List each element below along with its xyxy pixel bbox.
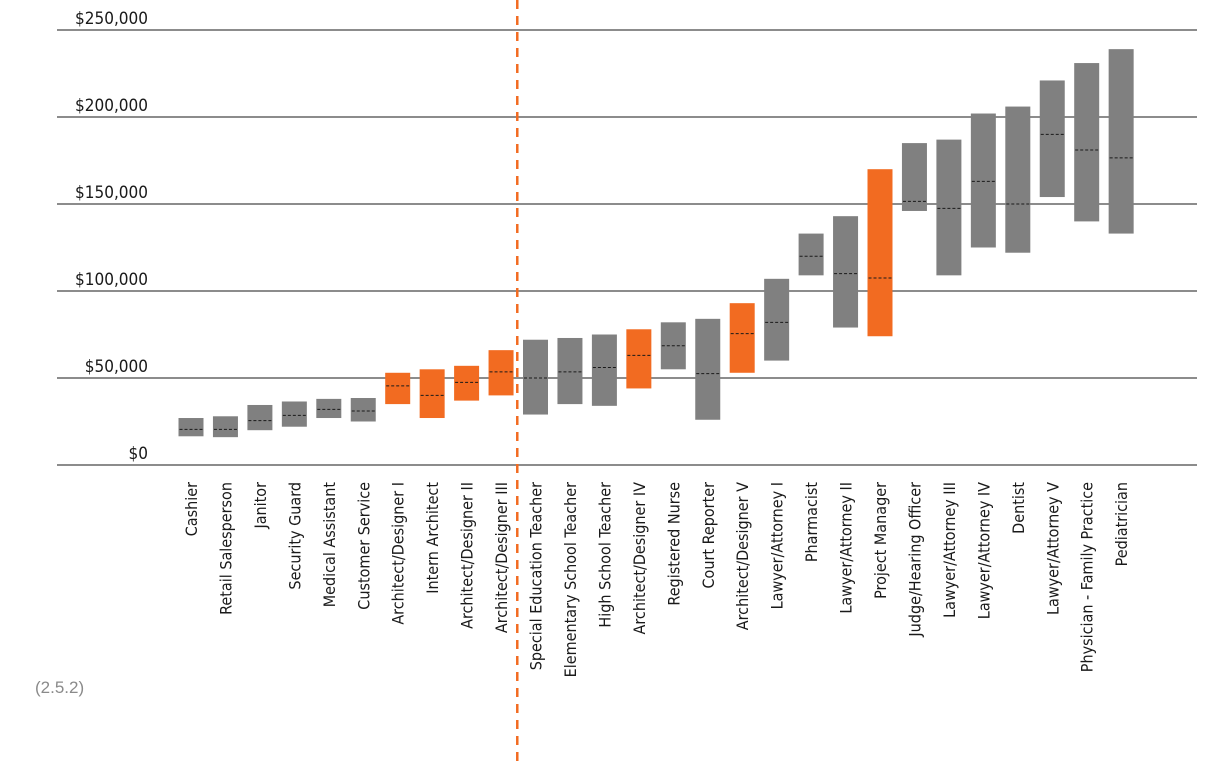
x-tick-label: Elementary School Teacher <box>561 482 580 677</box>
x-tick-label: Intern Architect <box>423 482 442 594</box>
x-tick-label: Dentist <box>1009 482 1028 534</box>
salary-range-bar <box>901 143 927 211</box>
x-tick-label: Registered Nurse <box>664 482 683 606</box>
salary-range-bar <box>557 337 583 405</box>
x-tick-label: Lawyer/Attorney I <box>768 482 787 609</box>
salary-range-bar <box>212 416 238 438</box>
salary-range-bar <box>1039 80 1065 198</box>
salary-range-bar <box>1108 49 1134 234</box>
salary-range-bar <box>591 334 617 406</box>
salary-range-bar <box>1074 63 1100 222</box>
x-tick-label: Pharmacist <box>802 482 821 563</box>
y-tick-label: $200,000 <box>75 96 148 116</box>
y-tick-label: $150,000 <box>75 183 148 203</box>
salary-range-bar <box>385 372 411 405</box>
x-tick-label: Architect/Designer IV <box>630 482 649 635</box>
salary-range-bar <box>523 339 548 415</box>
x-tick-label: Architect/Designer II <box>458 482 477 629</box>
x-tick-label: Pediatrician <box>1112 482 1131 566</box>
x-tick-label: Lawyer/Attorney V <box>1043 482 1062 615</box>
y-tick-label: $100,000 <box>75 270 148 290</box>
y-tick-label: $0 <box>129 444 148 464</box>
salary-range-bar <box>454 365 480 401</box>
x-tick-label: Lawyer/Attorney IV <box>974 482 993 619</box>
x-axis-tick-labels: Cashier Retail Salesperson Janitor Security… <box>182 482 1131 678</box>
y-tick-label: $50,000 <box>85 357 148 377</box>
y-axis-tick-labels: $0 $50,000 $100,000 $150,000 $200,000 $250,00… <box>75 9 148 464</box>
figure-reference: (2.5.2) <box>35 678 85 697</box>
salary-range-bar <box>936 139 962 276</box>
median-markers <box>179 133 1133 430</box>
salary-range-bar <box>281 401 307 427</box>
salary-range-bar <box>626 329 652 389</box>
x-tick-label: Judge/Hearing Officer <box>905 482 924 638</box>
x-tick-label: Lawyer/Attorney II <box>837 482 856 614</box>
x-tick-label: Customer Service <box>354 482 373 610</box>
salary-range-bar <box>316 398 342 419</box>
salary-range-bar <box>247 404 273 431</box>
x-tick-label: Security Guard <box>285 482 304 590</box>
salary-range-bar <box>488 350 514 396</box>
salary-range-bar <box>350 398 376 422</box>
bars <box>178 49 1134 438</box>
x-tick-label: Physician - Family Practice <box>1078 482 1097 672</box>
salary-range-bar <box>1005 106 1031 253</box>
x-tick-label: Court Reporter <box>699 482 718 589</box>
salary-range-bar <box>729 303 755 373</box>
salary-range-bar <box>833 216 859 328</box>
x-tick-label: Lawyer/Attorney III <box>940 482 959 618</box>
salary-range-bar <box>867 169 893 337</box>
salary-range-bar <box>178 418 204 437</box>
salary-range-bar <box>764 278 790 361</box>
salary-range-bar <box>970 113 996 248</box>
x-tick-label: Retail Salesperson <box>216 482 235 615</box>
salary-range-bar <box>695 318 721 420</box>
x-tick-label: High School Teacher <box>595 482 614 628</box>
x-tick-label: Architect/Designer I <box>389 482 408 625</box>
x-tick-label: Medical Assistant <box>320 482 339 608</box>
x-tick-label: Cashier <box>182 482 201 536</box>
x-tick-label: Janitor <box>251 482 270 530</box>
x-tick-label: Architect/Designer III <box>492 482 511 633</box>
y-tick-label: $250,000 <box>75 9 148 29</box>
gridlines <box>57 29 1197 466</box>
salary-range-bar <box>798 233 824 276</box>
salary-range-bar <box>419 369 445 419</box>
x-tick-label: Special Education Teacher <box>527 482 546 670</box>
x-tick-label: Architect/Designer V <box>733 482 752 630</box>
x-tick-label: Project Manager <box>871 482 890 599</box>
